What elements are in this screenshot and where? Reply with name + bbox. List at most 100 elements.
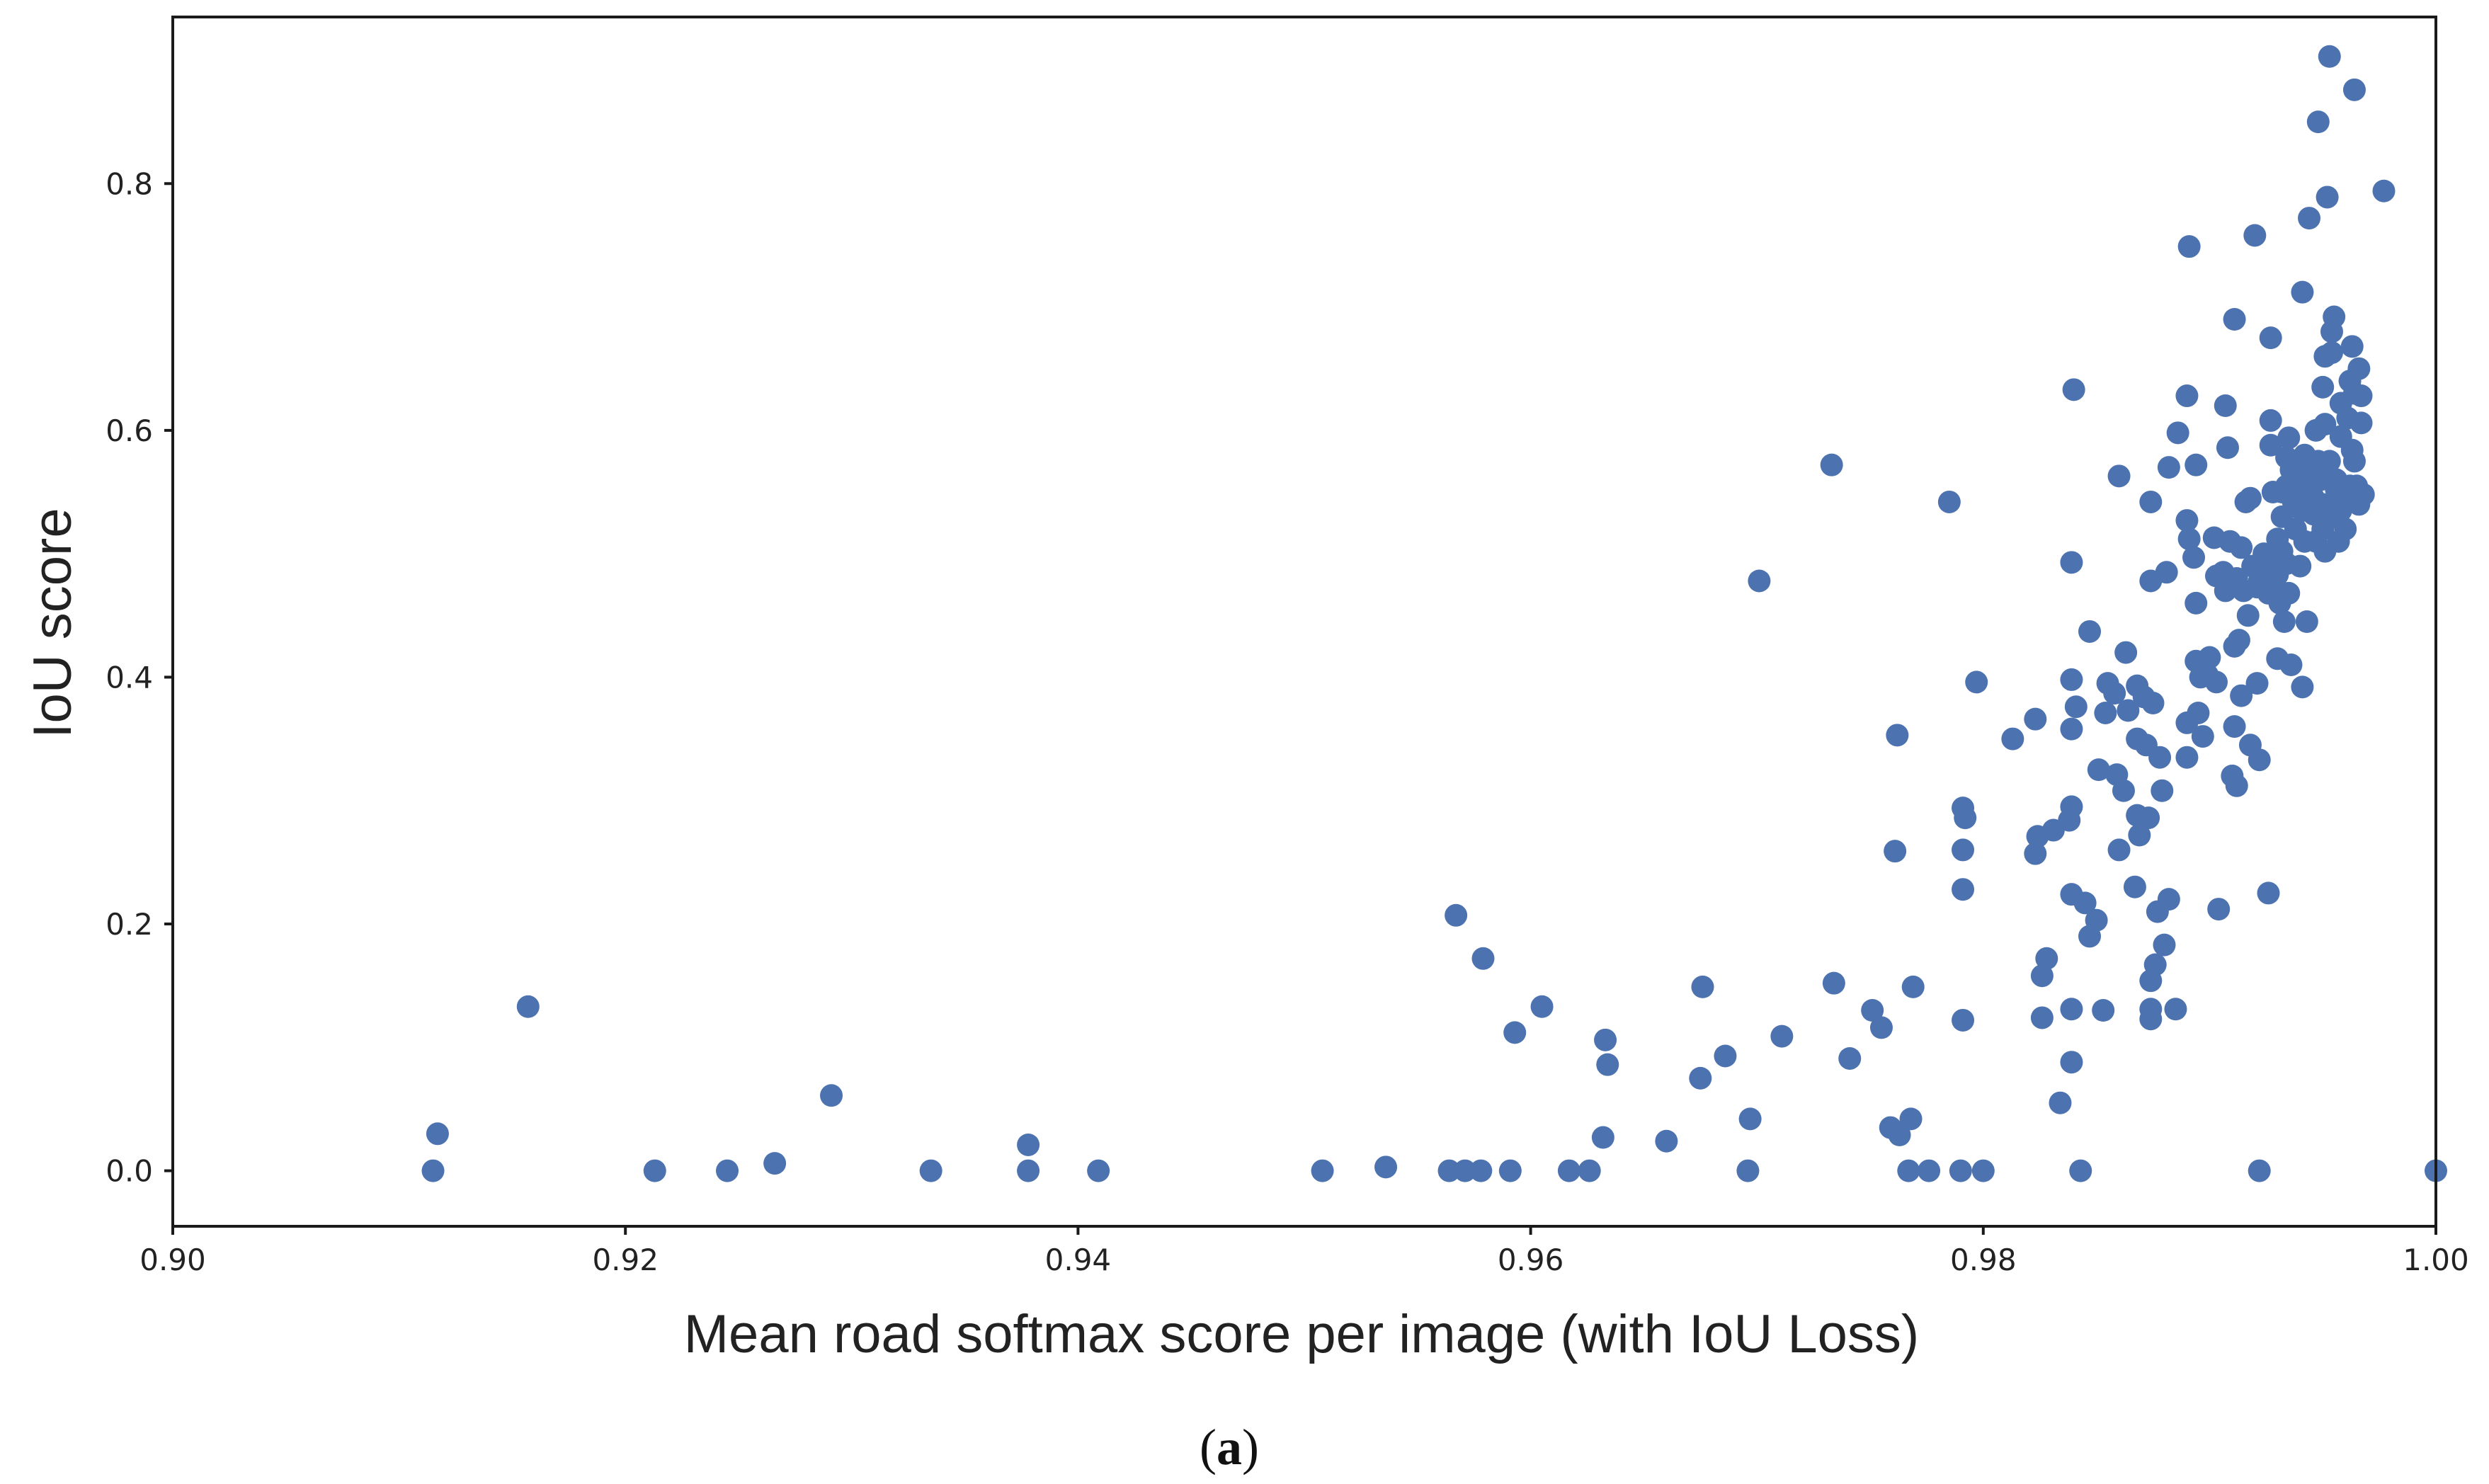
data-point: [2139, 490, 2163, 513]
data-point: [2128, 823, 2151, 847]
x-tick-label: 0.96: [1498, 1243, 1564, 1277]
data-point: [1557, 1159, 1580, 1182]
data-point: [2103, 682, 2126, 705]
y-axis: 0.0 0.2 0.4 0.6 0.8: [106, 166, 173, 1189]
data-point: [1596, 1053, 1619, 1076]
data-point: [2291, 675, 2314, 699]
data-point: [2259, 409, 2282, 432]
data-point: [2137, 806, 2160, 830]
data-point: [2064, 695, 2088, 719]
data-point: [1689, 1066, 1712, 1090]
data-point: [1374, 1155, 1398, 1179]
data-point: [643, 1159, 666, 1182]
data-point: [919, 1159, 942, 1182]
data-point: [1954, 806, 1977, 830]
data-point: [1952, 838, 1975, 862]
data-point: [1820, 453, 1843, 476]
x-axis: 0.90 0.92 0.94 0.96 0.98 1.00: [139, 1226, 2469, 1277]
data-point: [2248, 1159, 2271, 1182]
data-point: [2311, 375, 2335, 399]
data-point: [2243, 224, 2267, 247]
data-point: [2157, 888, 2180, 911]
y-tick-label: 0.4: [106, 660, 153, 695]
data-point: [2259, 326, 2282, 350]
data-point: [2175, 384, 2199, 408]
data-point: [716, 1159, 739, 1182]
data-point: [1886, 724, 1909, 747]
data-point: [2245, 672, 2269, 695]
data-point: [2223, 308, 2246, 331]
data-point: [1591, 1126, 1614, 1149]
data-point: [1869, 1016, 1893, 1039]
data-point: [2350, 411, 2373, 435]
data-point: [2060, 551, 2083, 574]
data-point: [1888, 1124, 1911, 1147]
data-point: [1087, 1159, 1110, 1182]
data-point: [2277, 426, 2301, 450]
data-point: [2062, 378, 2085, 401]
data-point: [2272, 610, 2296, 633]
data-point: [2214, 394, 2237, 417]
data-point: [2087, 758, 2110, 782]
data-point: [2320, 341, 2343, 365]
data-point: [1469, 1159, 1493, 1182]
data-point: [2035, 947, 2058, 970]
data-point: [1471, 947, 1495, 970]
data-point: [1949, 1159, 1972, 1182]
data-point: [2175, 746, 2199, 769]
data-point: [2298, 207, 2321, 230]
data-point: [1738, 1107, 1762, 1131]
data-point: [2185, 591, 2208, 615]
data-point: [2248, 748, 2271, 772]
data-point: [1937, 490, 1961, 513]
data-point: [2347, 357, 2371, 380]
data-point: [2164, 998, 2187, 1021]
data-point: [2216, 436, 2239, 460]
y-axis-label: IoU score: [23, 508, 83, 738]
data-point: [1748, 569, 1771, 593]
data-point: [2117, 699, 2140, 722]
data-point: [2107, 838, 2131, 862]
data-point: [2372, 179, 2396, 202]
data-point: [2238, 486, 2262, 510]
data-point: [2060, 998, 2083, 1021]
x-tick-label: 0.94: [1045, 1243, 1112, 1277]
data-point: [1901, 975, 1925, 998]
data-point: [1655, 1129, 1678, 1153]
data-point: [426, 1122, 449, 1146]
data-point: [2024, 707, 2047, 731]
data-point: [1952, 878, 1975, 901]
data-point: [1017, 1159, 1040, 1182]
data-point: [2143, 953, 2167, 976]
data-point: [2166, 421, 2189, 445]
data-point: [2078, 620, 2102, 643]
data-point: [2060, 795, 2083, 818]
data-point: [2227, 629, 2250, 652]
data-point: [2085, 908, 2108, 932]
data-point: [2157, 456, 2180, 479]
data-point: [421, 1159, 445, 1182]
x-tick-label: 0.92: [592, 1243, 659, 1277]
data-point: [2182, 546, 2206, 569]
data-point: [2289, 554, 2312, 578]
data-point: [2291, 280, 2314, 304]
data-point: [2223, 715, 2246, 738]
data-point: [2352, 483, 2375, 506]
data-point: [1437, 1159, 1461, 1182]
y-tick-label: 0.6: [106, 413, 153, 448]
data-point: [1952, 1008, 1975, 1032]
data-point: [2204, 670, 2228, 694]
data-point: [2001, 727, 2024, 750]
data-point: [2073, 891, 2097, 915]
data-point: [1714, 1044, 1737, 1068]
data-point: [1897, 1159, 1920, 1182]
data-point: [2295, 610, 2318, 633]
data-point: [820, 1084, 843, 1107]
data-point: [1691, 975, 1714, 998]
data-point: [1884, 840, 1907, 863]
data-point: [2139, 998, 2163, 1021]
y-tick-label: 0.8: [106, 166, 153, 201]
data-point: [2094, 701, 2117, 724]
data-point: [1971, 1159, 1995, 1182]
